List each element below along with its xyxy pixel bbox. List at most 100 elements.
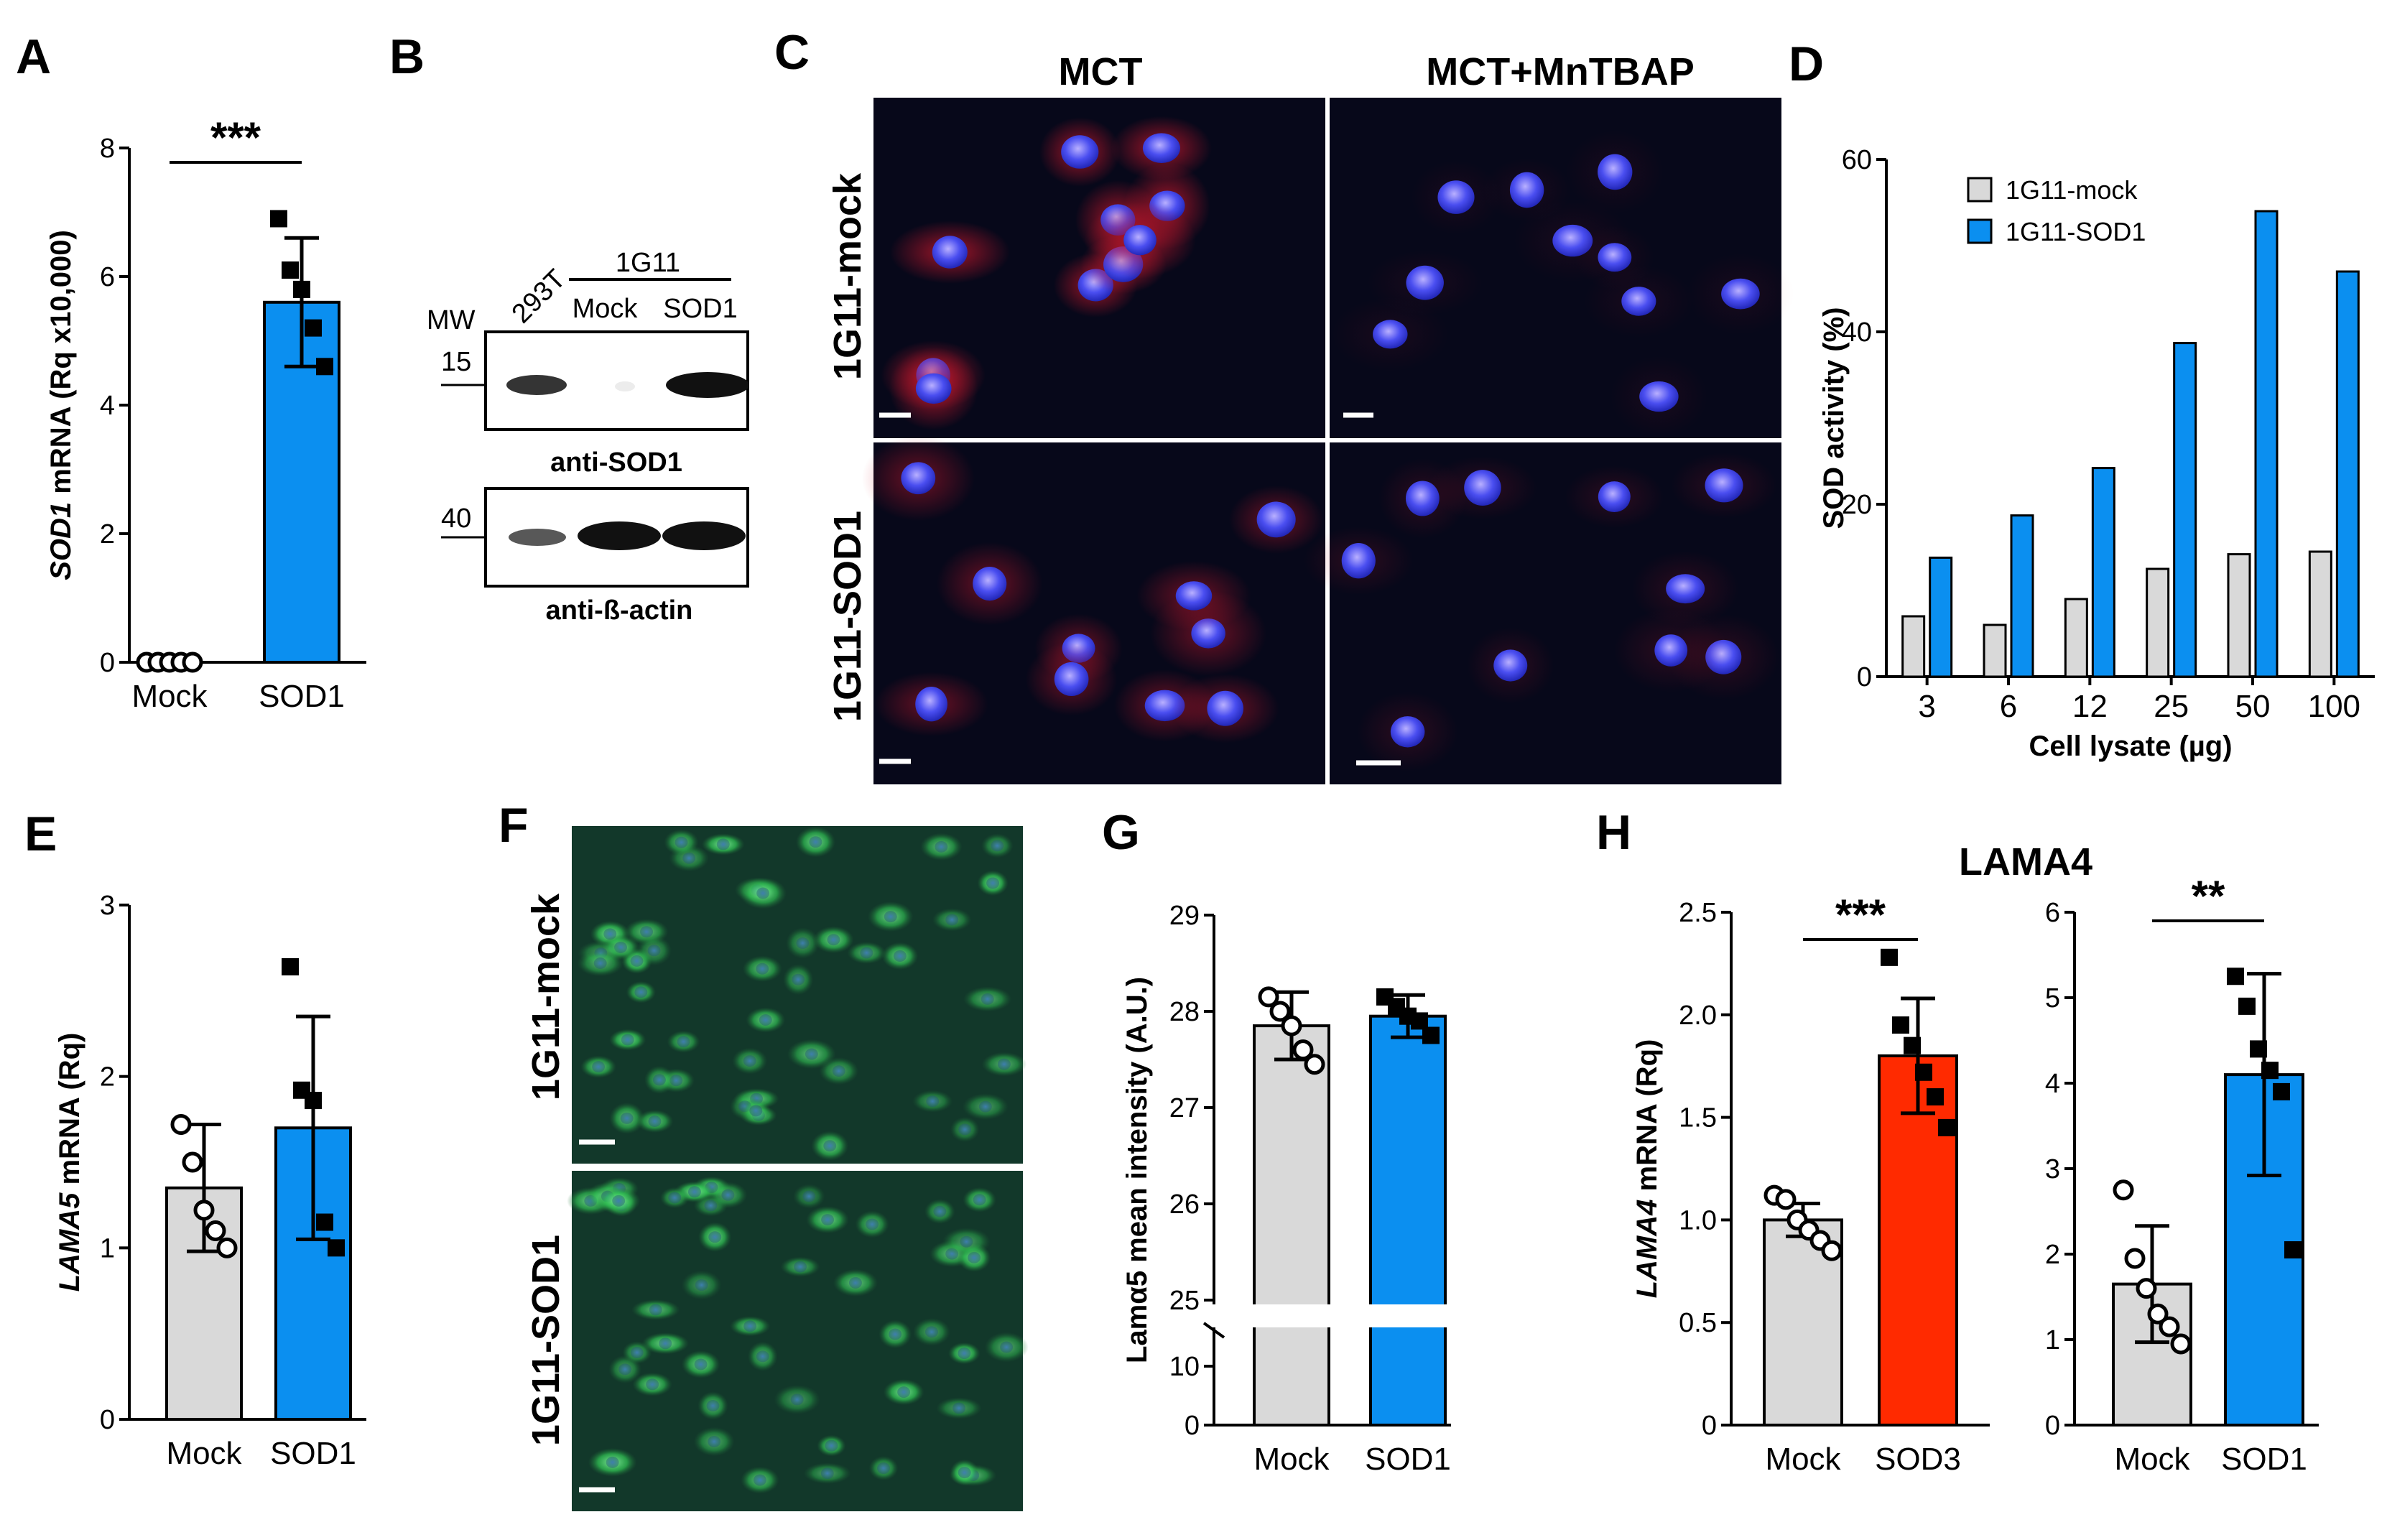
chart-panel-h-left: 0 0.5 1.0 1.5 2.0 2.5 Mock SOD3 *** LAMA4 mRNA (R… xyxy=(1631,891,1990,1477)
y-tick-label: 6 xyxy=(100,262,115,292)
bar-1g11-sod1 xyxy=(2254,210,2279,678)
cell-nucleus xyxy=(978,1100,992,1113)
fluorescence-micrograph-icon xyxy=(572,1171,1023,1511)
panel-label-e: E xyxy=(24,807,57,861)
bar-1g11-mock xyxy=(2146,567,2170,678)
cell-nucleus xyxy=(743,1055,756,1067)
cell-nucleus xyxy=(695,1279,708,1291)
blot-caption-actin: anti-ß-actin xyxy=(546,595,693,626)
data-point xyxy=(1938,1118,1955,1136)
data-point xyxy=(1292,1039,1314,1061)
cell-nucleus xyxy=(794,1261,807,1273)
bar-1g11-sod1 xyxy=(2173,342,2197,678)
cell-nucleus xyxy=(687,1186,701,1198)
cell-nucleus xyxy=(901,462,936,495)
y-axis-label: SOD activity (%) xyxy=(1818,307,1850,529)
data-point xyxy=(282,261,299,279)
bar-1g11-mock xyxy=(2308,550,2332,678)
cell-nucleus xyxy=(1142,133,1180,163)
cell-nucleus xyxy=(958,1123,972,1136)
cell-nucleus xyxy=(877,1462,891,1475)
cell-nucleus xyxy=(716,838,730,850)
y-tick-label: 3 xyxy=(100,891,115,921)
data-point xyxy=(2227,968,2244,985)
blot-band-sod1-sod1 xyxy=(666,372,749,398)
cell-nucleus xyxy=(1721,278,1760,310)
legend-label: 1G11-SOD1 xyxy=(2006,217,2146,246)
western-blot: MW 293T 1G11 Mock SOD1 15 anti-SOD1 40 a… xyxy=(427,248,749,626)
cell-nucleus xyxy=(592,1061,606,1073)
cell-nucleus xyxy=(1464,470,1501,506)
x-category-label: SOD3 xyxy=(1875,1442,1961,1477)
x-category-label: 50 xyxy=(2235,689,2271,724)
x-category-label: 3 xyxy=(1918,689,1935,724)
y-tick-label: 1 xyxy=(2045,1325,2060,1355)
chart-panel-g: 0 10 25 26 27 28 29 Mock SOD1 Lamα5 mean intensit… xyxy=(1121,901,1451,1477)
data-point xyxy=(2250,1040,2267,1058)
x-category-label: Mock xyxy=(131,679,208,714)
data-point xyxy=(1258,986,1279,1008)
cell-nucleus xyxy=(1341,542,1376,579)
cell-nucleus xyxy=(708,1436,721,1448)
y-axis-label: SOD1 mRNA (Rq x10,000) xyxy=(45,230,77,580)
cell-nucleus xyxy=(820,1467,834,1480)
x-category-label: 25 xyxy=(2154,689,2189,724)
cell-nucleus xyxy=(991,840,1004,852)
y-tick-label: 2 xyxy=(100,1062,115,1093)
y-tick-label: 40 xyxy=(1842,317,1872,348)
panel-label-d: D xyxy=(1789,37,1824,91)
data-point xyxy=(170,1113,192,1135)
y-tick-label: 0 xyxy=(1857,662,1872,692)
cell-nucleus xyxy=(756,1350,769,1363)
cell-nucleus xyxy=(805,1048,818,1060)
cell-nucleus xyxy=(593,957,607,969)
y-tick-label: 20 xyxy=(1842,490,1872,520)
cell-nucleus xyxy=(1000,1341,1014,1353)
blot-caption-sod1: anti-SOD1 xyxy=(550,447,682,478)
cell-nucleus xyxy=(749,1105,763,1117)
cell-nucleus xyxy=(621,1034,634,1046)
x-category-label: 6 xyxy=(2000,689,2017,724)
cell-nucleus xyxy=(932,236,968,269)
cell-nucleus xyxy=(926,1095,940,1108)
y-tick-label: 8 xyxy=(100,134,115,164)
blot-lane-sod1: SOD1 xyxy=(663,294,737,324)
blot-band-sod1-293t xyxy=(506,375,567,395)
cell-nucleus xyxy=(802,1190,816,1202)
cell-nucleus xyxy=(1654,634,1688,667)
x-category-label: Mock xyxy=(2114,1442,2190,1477)
cell-nucleus xyxy=(897,1386,911,1398)
cell-nucleus xyxy=(612,1195,626,1207)
cell-nucleus xyxy=(924,1326,938,1338)
data-point xyxy=(1904,1036,1921,1054)
y-axis-label: LAMA4 mRNA (Rq) xyxy=(1631,1039,1663,1299)
data-point xyxy=(305,1092,322,1110)
data-point xyxy=(1775,1189,1797,1210)
x-category-label: Mock xyxy=(1765,1442,1841,1477)
data-point xyxy=(182,651,203,673)
data-point xyxy=(293,280,310,298)
bar-1g11-sod1 xyxy=(2091,467,2115,678)
data-point xyxy=(2284,1241,2302,1259)
cell-nucleus xyxy=(756,887,770,899)
cell-nucleus xyxy=(1054,662,1089,697)
panel-label-c: C xyxy=(774,25,810,80)
data-point xyxy=(1411,1012,1428,1030)
cell-nucleus xyxy=(827,934,840,946)
cell-nucleus xyxy=(743,1320,757,1332)
cell-nucleus xyxy=(1123,225,1157,256)
cell-nucleus xyxy=(1405,481,1440,516)
y-tick-label: 60 xyxy=(1842,145,1872,175)
y-tick-label: 27 xyxy=(1169,1093,1200,1123)
cell-nucleus xyxy=(1598,154,1633,190)
y-tick-label: 0 xyxy=(100,1405,115,1435)
y-tick-label: 0 xyxy=(1702,1411,1717,1441)
cell-nucleus xyxy=(866,1218,879,1230)
legend-swatch xyxy=(1967,218,1993,244)
panel-c-micrographs: MCT MCT+MnTBAP 1G11-mock 1G11-SOD1 xyxy=(826,50,1794,784)
axis-break-mark xyxy=(1202,1322,1225,1339)
cell-nucleus xyxy=(708,1231,722,1243)
y-tick-label: 29 xyxy=(1169,901,1200,931)
cell-nucleus xyxy=(952,1402,965,1414)
